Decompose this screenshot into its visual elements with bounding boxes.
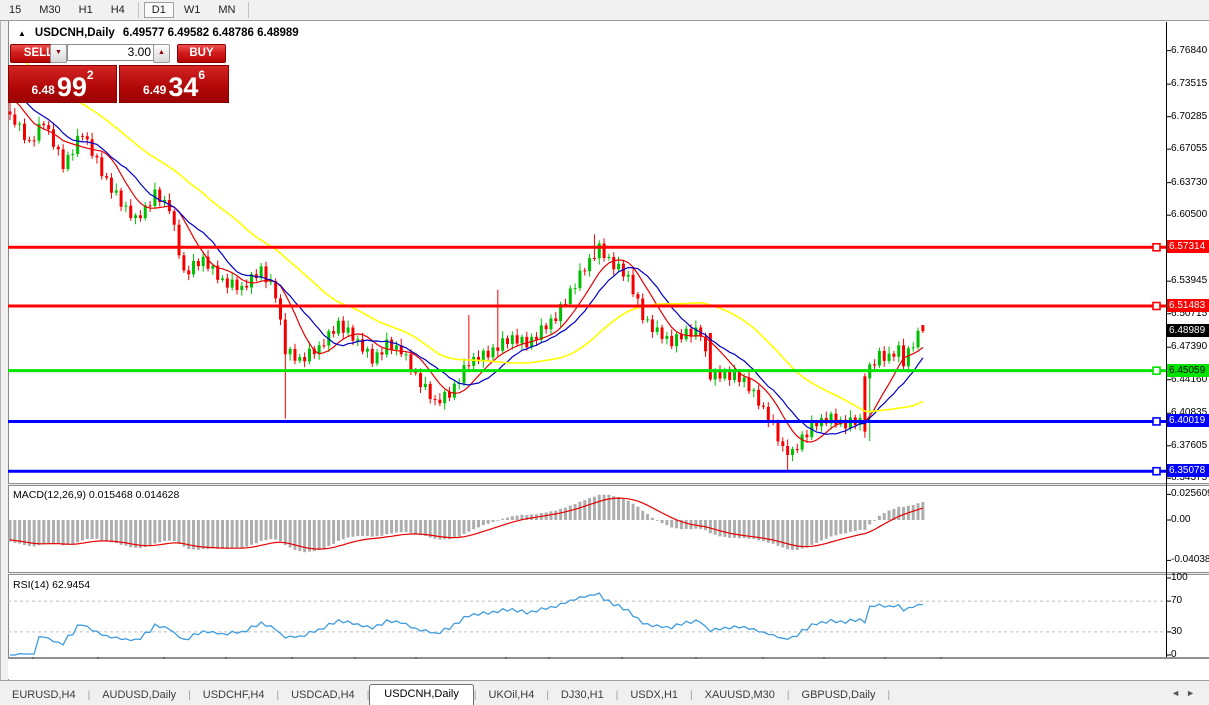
buy-price-big: 34 xyxy=(168,72,199,102)
chart-tab-usdx[interactable]: USDX,H1 xyxy=(630,689,679,701)
sell-price-big: 99 xyxy=(56,72,87,102)
timeframe-toolbar: 15 M30 H1 H4 D1 W1 MN xyxy=(0,0,1209,21)
current-price-label: 6.48989 xyxy=(1167,324,1209,338)
price-axis-tick: 6.50715 xyxy=(1171,307,1208,319)
chart-tab-eurusd[interactable]: EURUSD,H4 xyxy=(12,689,76,701)
tab-separator: | xyxy=(276,690,280,701)
price-axis-tick: 6.37605 xyxy=(1171,439,1208,451)
timeframe-button-15[interactable]: 15 xyxy=(9,4,22,16)
sell-price-panel[interactable]: 6.48 99 2 xyxy=(8,65,117,103)
sell-price-sup: 2 xyxy=(86,68,94,82)
volume-decrease-button[interactable]: ▼ xyxy=(50,44,67,63)
tab-scroll-left-icon[interactable]: ◄ xyxy=(1171,688,1187,698)
level-price-label: 6.40019 xyxy=(1167,414,1209,428)
chart-tab-xauusd[interactable]: XAUUSD,M30 xyxy=(704,689,775,701)
timeframe-button-h4[interactable]: H4 xyxy=(110,4,125,16)
rsi-axis-tick: 70 xyxy=(1171,595,1183,607)
price-axis-tick: 6.44160 xyxy=(1171,373,1208,385)
level-price-label: 6.57314 xyxy=(1167,240,1209,254)
level-price-label: 6.45059 xyxy=(1167,363,1209,377)
sell-price-base: 6.48 xyxy=(31,83,55,97)
rsi-indicator-label: RSI(14) 62.9454 xyxy=(13,579,91,591)
one-click-trading-widget: SELL ▼ 3.00 ▲ BUY 6.48 99 2 6.49 34 6 xyxy=(8,42,229,103)
tab-separator: | xyxy=(887,690,891,701)
price-axis-tick: 6.70285 xyxy=(1171,110,1208,122)
price-axis-tick: 6.34375 xyxy=(1171,472,1208,484)
tab-separator: | xyxy=(615,690,619,701)
chart-tab-audusd[interactable]: AUDUSD,Daily xyxy=(102,689,177,701)
tab-separator: | xyxy=(366,690,370,701)
chart-tab-gbpusd[interactable]: GBPUSD,Daily xyxy=(801,689,876,701)
tab-separator: | xyxy=(87,690,91,701)
price-axis-tick: 6.67055 xyxy=(1171,143,1208,155)
chart-tab-ukoil[interactable]: UKOil,H4 xyxy=(488,689,535,701)
level-price-label: 6.35078 xyxy=(1167,464,1209,478)
macd-axis-tick: 0.00 xyxy=(1171,514,1191,525)
rsi-axis-tick: 100 xyxy=(1171,572,1188,583)
volume-increase-button[interactable]: ▲ xyxy=(153,44,170,63)
macd-axis-tick: 0.025609 xyxy=(1171,488,1209,500)
buy-price-base: 6.49 xyxy=(142,83,167,97)
price-axis-tick: 6.60500 xyxy=(1171,209,1208,221)
tab-separator: | xyxy=(473,690,477,701)
level-price-label: 6.51483 xyxy=(1167,298,1209,312)
buy-button[interactable]: BUY xyxy=(177,44,226,63)
toolbar-separator xyxy=(248,2,250,18)
chart-tab-usdcnh[interactable]: USDCNH,Daily xyxy=(369,684,474,705)
tab-separator: | xyxy=(546,690,549,701)
timeframe-button-m30[interactable]: M30 xyxy=(39,4,61,16)
tab-separator: | xyxy=(188,690,191,701)
price-axis-tick: 6.53945 xyxy=(1171,275,1208,287)
tab-separator: | xyxy=(690,690,693,701)
macd-axis-tick: -0.040385 xyxy=(1171,554,1209,566)
toolbar-separator xyxy=(137,2,139,18)
timeframe-button-d1[interactable]: D1 xyxy=(143,2,174,18)
chart-tab-dj30[interactable]: DJ30,H1 xyxy=(560,689,604,701)
chart-ohlc-values: 6.49577 6.49582 6.48786 6.48989 xyxy=(122,27,299,39)
price-axis-tick: 6.73515 xyxy=(1171,78,1208,90)
chart-symbol-title: USDCNH,Daily xyxy=(34,27,115,39)
chart-tab-usdcad[interactable]: USDCAD,H4 xyxy=(291,689,355,701)
price-axis-tick: 6.63730 xyxy=(1171,176,1208,188)
price-axis-tick: 6.40835 xyxy=(1171,407,1208,419)
tab-scroll-arrows[interactable]: ◄► xyxy=(1171,688,1201,698)
rsi-axis-tick: 30 xyxy=(1171,625,1183,637)
buy-price-panel[interactable]: 6.49 34 6 xyxy=(119,65,229,103)
macd-indicator-label: MACD(12,26,9) 0.015468 0.014628 xyxy=(13,489,180,501)
timeframe-button-mn[interactable]: MN xyxy=(218,4,236,16)
price-axis-tick: 6.76840 xyxy=(1171,44,1208,56)
price-axis-tick: 6.47390 xyxy=(1171,341,1208,353)
volume-input[interactable]: 3.00 xyxy=(67,44,158,61)
timeframe-button-w1[interactable]: W1 xyxy=(183,4,201,16)
chart-title-row: ▲ USDCNH,Daily 6.49577 6.49582 6.48786 6… xyxy=(18,25,299,41)
tab-scroll-right-icon[interactable]: ► xyxy=(1186,688,1201,698)
chart-tab-usdchf[interactable]: USDCHF,H4 xyxy=(202,689,265,701)
symbol-tab-bar: EURUSD,H4 | AUDUSD,Daily | USDCHF,H4 | USDCAD,… xyxy=(0,680,1209,705)
timeframe-button-h1[interactable]: H1 xyxy=(78,4,93,16)
tab-separator: | xyxy=(786,690,790,701)
time-axis[interactable]: 13 Oct 202031 Oct 202019 Nov 20208 Dec 2… xyxy=(8,659,1209,679)
window-left-border xyxy=(0,21,9,680)
rsi-axis-tick: 0 xyxy=(1171,649,1177,660)
collapse-widget-icon[interactable]: ▲ xyxy=(18,28,26,38)
buy-price-sup: 6 xyxy=(198,68,206,82)
